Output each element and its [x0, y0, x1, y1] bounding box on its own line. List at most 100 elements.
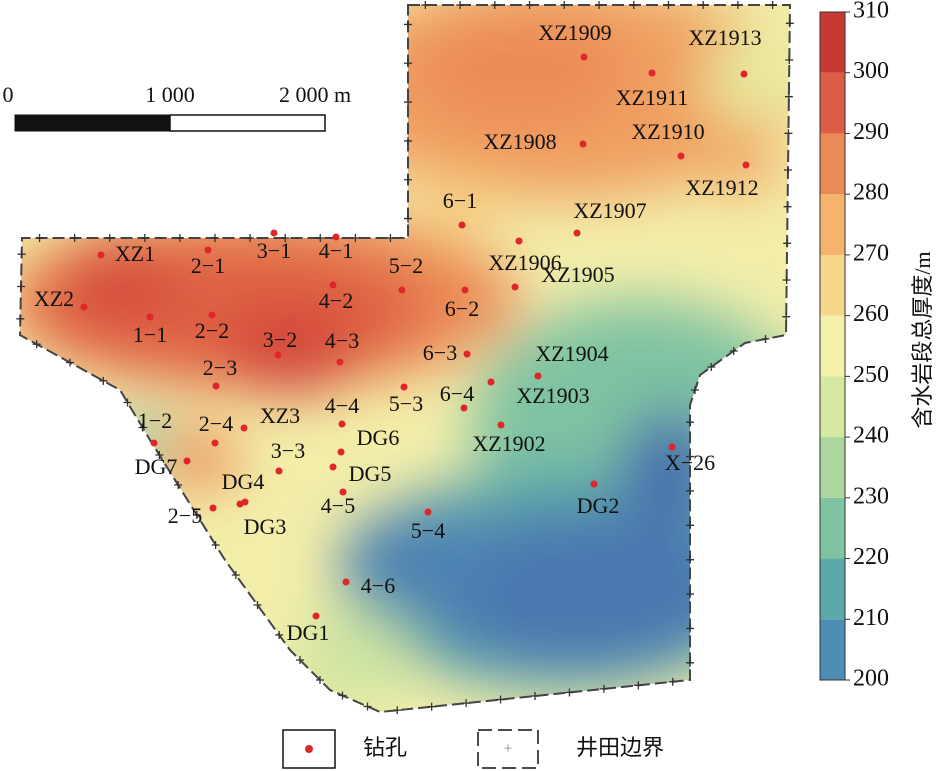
boundary-tick — [531, 692, 539, 700]
borehole-dot — [97, 251, 105, 259]
borehole-dot — [240, 424, 248, 432]
borehole-label: 2−1 — [191, 253, 225, 278]
borehole-dot — [275, 467, 283, 475]
borehole-label: XZ1905 — [541, 262, 614, 287]
boundary-tick — [462, 699, 471, 708]
boundary-tick — [32, 340, 41, 349]
boundary-tick — [386, 234, 395, 242]
boundary-tick — [316, 676, 324, 684]
colorbar-band — [820, 437, 845, 498]
colorbar-tick-label: 250 — [853, 362, 889, 388]
borehole-dot — [487, 378, 495, 386]
boundary-tick — [560, 1, 569, 9]
boundary-tick — [155, 451, 164, 459]
boundary-tick — [699, 1, 708, 9]
field-boundary — [18, 4, 792, 714]
boundary-tick — [686, 521, 694, 530]
borehole-dot — [211, 439, 219, 447]
borehole-dot — [332, 233, 340, 241]
borehole-dot — [463, 350, 471, 358]
borehole-dot — [742, 161, 750, 169]
colorbar-tick-label: 200 — [853, 666, 889, 692]
borehole-dot — [590, 480, 598, 488]
colorbar-tick-label: 260 — [853, 301, 889, 327]
boundary-tick — [785, 19, 794, 28]
borehole-dot — [511, 283, 519, 291]
boreholes: XZ1909 XZ1913 XZ1911 XZ1908 XZ1910 XZ1912 6−1 X… — [34, 20, 762, 645]
borehole-dot — [208, 311, 216, 319]
borehole-label: 5−3 — [389, 391, 423, 416]
borehole-label: 6−4 — [440, 381, 474, 406]
boundary-tick — [691, 386, 699, 394]
borehole-label: XZ1906 — [488, 250, 561, 275]
borehole-label: 5−4 — [411, 518, 445, 543]
borehole-label: 1−2 — [138, 408, 172, 433]
scale-label: 2 000 m — [279, 82, 351, 107]
borehole-dot — [400, 383, 408, 391]
borehole-dot — [458, 221, 466, 229]
borehole-label: XZ2 — [34, 286, 74, 311]
boundary-tick — [782, 276, 791, 284]
borehole-dot — [336, 358, 344, 366]
borehole-dot — [212, 382, 220, 390]
boundary-tick — [338, 691, 347, 700]
colorbar-tick-label: 230 — [853, 483, 889, 509]
colorbar-outline — [819, 11, 846, 681]
boundary-tick — [363, 702, 372, 711]
borehole-dot — [424, 508, 432, 516]
boundary-tick — [784, 92, 793, 101]
boundary-tick — [192, 511, 201, 519]
borehole-dot — [677, 152, 685, 160]
borehole-label: DG1 — [287, 620, 330, 645]
boundary-tick — [140, 234, 149, 242]
legend-cross: + — [503, 741, 512, 758]
boundary-tick — [275, 631, 284, 639]
borehole-label: XZ1 — [115, 241, 155, 266]
boundary-tick — [281, 234, 290, 242]
borehole-label: 4−2 — [319, 288, 353, 313]
borehole-label: 2−2 — [195, 318, 229, 343]
boundary-tick — [565, 688, 574, 697]
borehole-label: 2−3 — [203, 355, 237, 380]
colorbar-tick-label: 280 — [853, 180, 889, 206]
boundary-tick — [686, 624, 694, 633]
boundary-tick — [17, 250, 26, 259]
borehole-dot — [204, 246, 212, 254]
boundary-tick — [729, 347, 738, 355]
borehole-label: XZ1911 — [616, 85, 689, 110]
colorbar-title: 含水岩段总厚度/m — [910, 251, 935, 428]
boundary-tick — [175, 234, 184, 242]
boundary-tick — [490, 1, 499, 9]
borehole-dot — [150, 439, 158, 447]
boundary-tick — [496, 695, 505, 704]
legend-dot — [305, 745, 313, 753]
borehole-dot — [580, 53, 588, 61]
borehole-label: DG6 — [357, 425, 400, 450]
colorbar-band — [820, 254, 845, 316]
colorbar-band — [820, 619, 845, 680]
borehole-label: DG3 — [244, 514, 287, 539]
borehole-dot — [460, 404, 468, 412]
colorbar-tick-label: 300 — [853, 58, 889, 84]
boundary-tick — [733, 1, 742, 9]
boundary-tick — [783, 202, 792, 211]
colorbar-band — [820, 12, 845, 73]
boundary-tick — [105, 234, 114, 242]
borehole-dot — [573, 229, 581, 237]
boundary-tick — [70, 234, 79, 242]
scale-label: 1 000 — [145, 82, 195, 107]
borehole-label: XZ3 — [260, 403, 300, 428]
legend-label: 井田边界 — [576, 735, 664, 760]
borehole-label: DG7 — [135, 454, 178, 479]
borehole-label: XZ1903 — [516, 383, 589, 408]
colorbar-band — [820, 133, 845, 195]
borehole-label: 6−2 — [445, 296, 479, 321]
borehole-label: XZ1902 — [472, 431, 545, 456]
borehole-dot — [398, 286, 406, 294]
scale-label: 0 — [3, 82, 14, 107]
boundary-tick — [664, 1, 673, 9]
boundary-tick — [35, 234, 44, 242]
boundary-tick — [66, 358, 74, 367]
boundary-tick — [99, 376, 108, 385]
boundary-tick — [404, 136, 412, 145]
